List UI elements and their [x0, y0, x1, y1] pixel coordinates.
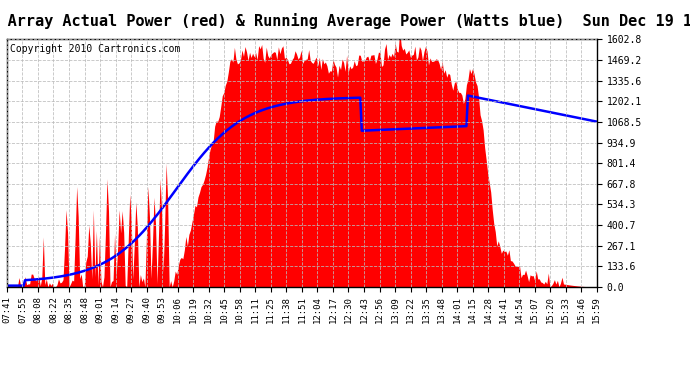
Text: West Array Actual Power (red) & Running Average Power (Watts blue)  Sun Dec 19 1: West Array Actual Power (red) & Running …	[0, 13, 690, 29]
Text: Copyright 2010 Cartronics.com: Copyright 2010 Cartronics.com	[10, 44, 180, 54]
